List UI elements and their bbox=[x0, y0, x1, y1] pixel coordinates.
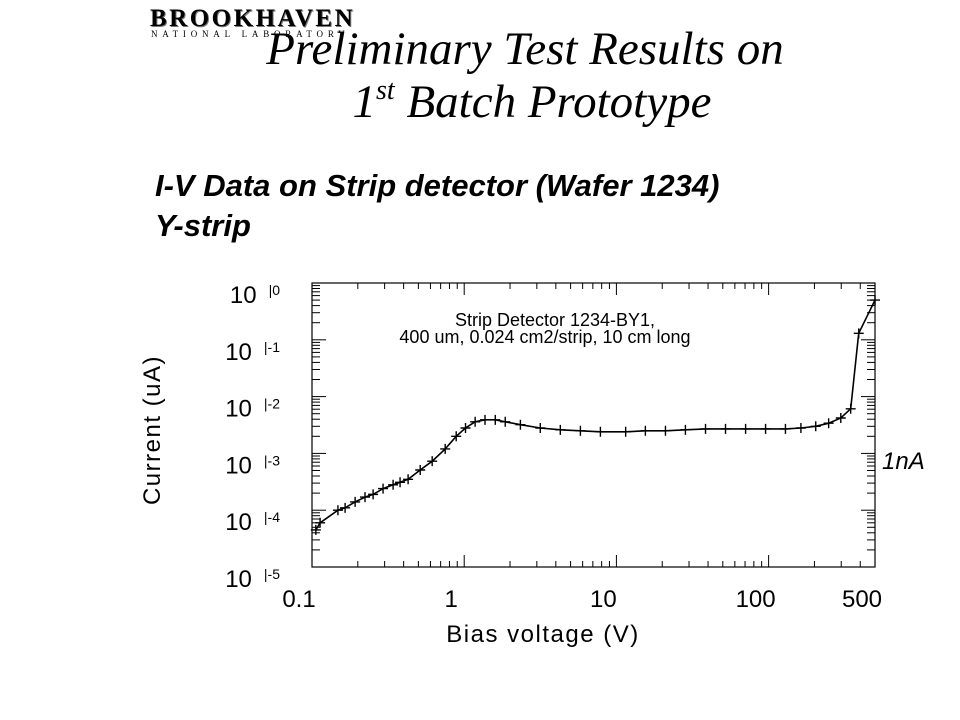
data-point bbox=[340, 502, 351, 513]
slide-subtitle: I-V Data on Strip detector (Wafer 1234) bbox=[155, 168, 720, 203]
y-tick-exponent: |-1 bbox=[264, 339, 280, 355]
data-point bbox=[360, 492, 371, 503]
y-tick-label: 10 |-4 bbox=[225, 509, 280, 536]
data-point bbox=[660, 425, 671, 436]
data-point bbox=[555, 424, 566, 435]
x-tick-label: 1 bbox=[445, 586, 458, 613]
slide-title-line-1: Preliminary Test Results on bbox=[266, 23, 784, 75]
data-point bbox=[595, 426, 606, 437]
data-point bbox=[760, 423, 771, 434]
data-point bbox=[515, 419, 526, 430]
data-point bbox=[451, 431, 462, 442]
y-tick-exponent: |0 bbox=[269, 282, 281, 298]
logo-wordmark: BROOKHAVEN bbox=[150, 5, 356, 32]
y-tick-base: 10 bbox=[225, 566, 252, 593]
data-point bbox=[460, 423, 471, 434]
y-tick-base: 10 bbox=[225, 509, 252, 536]
data-point bbox=[350, 496, 361, 507]
data-point bbox=[640, 425, 651, 436]
x-tick-label: 500 bbox=[842, 586, 882, 613]
y-axis-label: Current (uA) bbox=[139, 355, 166, 505]
x-tick-label: 100 bbox=[736, 586, 776, 613]
data-point bbox=[720, 423, 731, 434]
slide-title-line-2: 1st Batch Prototype bbox=[124, 76, 940, 128]
data-point bbox=[415, 465, 426, 476]
data-point bbox=[332, 505, 343, 516]
data-point bbox=[395, 477, 406, 488]
y-tick-base: 10 bbox=[225, 339, 252, 366]
data-point bbox=[853, 328, 864, 339]
x-tick-label: 0.1 bbox=[282, 586, 315, 613]
data-point bbox=[310, 524, 321, 535]
data-point bbox=[470, 416, 481, 427]
chart-annotation-specs: 400 um, 0.024 cm2/strip, 10 cm long bbox=[399, 327, 690, 347]
y-tick-exponent: |-5 bbox=[264, 566, 280, 582]
data-series bbox=[310, 295, 880, 535]
y-tick-base: 10 bbox=[225, 396, 252, 423]
data-point bbox=[575, 425, 586, 436]
y-tick-label: 10 |-3 bbox=[225, 452, 280, 479]
data-point bbox=[315, 517, 326, 528]
y-tick-exponent: |-2 bbox=[264, 396, 280, 412]
data-point bbox=[480, 414, 491, 425]
data-point bbox=[403, 474, 414, 485]
x-axis-label: Bias voltage (V) bbox=[446, 621, 639, 648]
plot-frame bbox=[311, 282, 876, 568]
data-point bbox=[870, 295, 880, 306]
data-point bbox=[378, 483, 389, 494]
data-point bbox=[490, 414, 501, 425]
tick-labels: 0.1 1 10 100 500 10 |0 10 |-1 10 |-2 10 |-3 10 |-4 10 |-… bbox=[225, 282, 882, 613]
y-tick-exponent: |-3 bbox=[264, 452, 280, 468]
data-point bbox=[427, 456, 438, 467]
y-tick-label: 10 |0 bbox=[230, 282, 280, 309]
axis-ticks bbox=[311, 282, 876, 568]
y-tick-base: 10 bbox=[230, 282, 257, 309]
data-point bbox=[795, 423, 806, 434]
y-tick-label: 10 |-1 bbox=[225, 339, 280, 366]
chart-annotation-detector: Strip Detector 1234-BY1, bbox=[455, 310, 655, 330]
data-point bbox=[810, 421, 821, 432]
data-point bbox=[388, 479, 399, 490]
data-point bbox=[440, 443, 451, 454]
y-tick-exponent: |-4 bbox=[264, 509, 280, 525]
data-point bbox=[780, 423, 791, 434]
logo-subtitle: NATIONAL LABORATORY bbox=[151, 29, 350, 39]
chart-annotation-1na: 1nA bbox=[882, 448, 925, 475]
data-point bbox=[823, 418, 834, 429]
title-ordinal-suffix: st bbox=[376, 75, 395, 106]
data-point bbox=[620, 426, 631, 437]
data-point bbox=[680, 424, 691, 435]
title-ordinal-number: 1 bbox=[352, 76, 377, 128]
data-point bbox=[845, 403, 856, 414]
data-point bbox=[700, 423, 711, 434]
data-point bbox=[535, 423, 546, 434]
title-line-2-text: Batch Prototype bbox=[394, 76, 712, 128]
y-tick-base: 10 bbox=[225, 452, 252, 479]
y-tick-label: 10 |-2 bbox=[225, 396, 280, 423]
strip-label: Y-strip bbox=[155, 208, 251, 243]
y-tick-label: 10 |-5 bbox=[225, 566, 280, 593]
data-point bbox=[835, 412, 846, 423]
data-point bbox=[500, 416, 511, 427]
x-tick-label: 10 bbox=[590, 586, 617, 613]
data-point bbox=[740, 423, 751, 434]
data-point bbox=[368, 489, 379, 500]
